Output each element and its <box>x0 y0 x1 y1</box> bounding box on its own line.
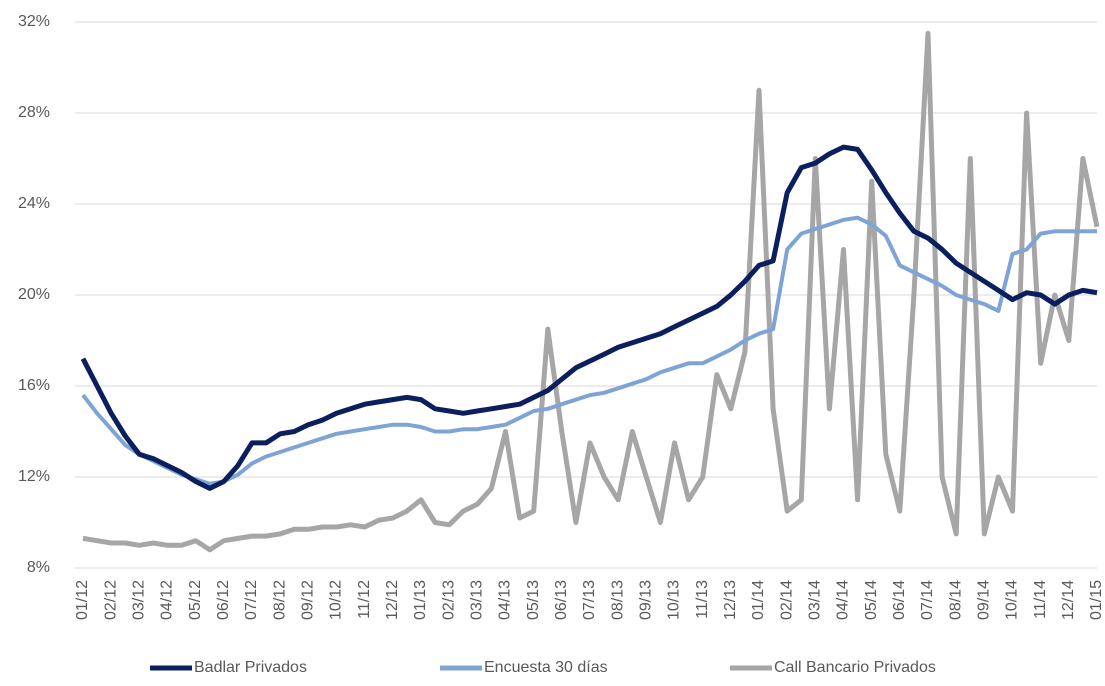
y-tick-label: 32% <box>18 13 50 30</box>
x-tick-label: 03/13 <box>469 580 486 620</box>
x-tick-label: 05/14 <box>863 580 880 620</box>
x-tick-label: 12/12 <box>384 580 401 620</box>
line-series <box>81 215 1097 486</box>
y-tick-label: 20% <box>18 286 50 303</box>
x-tick-label: 06/13 <box>553 580 570 620</box>
x-tick-label: 05/12 <box>187 580 204 620</box>
x-tick-label: 01/12 <box>74 580 91 620</box>
legend-label: Encuesta 30 días <box>484 659 608 676</box>
x-tick-label: 09/14 <box>976 580 993 620</box>
x-tick-label: 05/13 <box>525 580 542 620</box>
x-tick-label: 10/14 <box>1004 580 1021 620</box>
x-tick-label: 11/14 <box>1032 580 1049 619</box>
line-series <box>80 144 1098 491</box>
x-tick-label: 07/12 <box>243 580 260 620</box>
x-tick-label: 03/12 <box>131 580 148 620</box>
x-tick-label: 12/13 <box>722 580 739 620</box>
x-tick-label: 08/12 <box>271 580 288 620</box>
y-tick-label: 16% <box>18 377 50 394</box>
y-tick-label: 24% <box>18 195 50 212</box>
legend-label: Badlar Privados <box>194 659 307 676</box>
legend-label: Call Bancario Privados <box>774 659 936 676</box>
x-tick-label: 11/13 <box>694 580 711 619</box>
x-tick-label: 06/12 <box>215 580 232 620</box>
x-tick-label: 04/13 <box>497 580 514 620</box>
x-tick-label: 04/14 <box>835 580 852 620</box>
x-tick-label: 02/12 <box>102 580 119 620</box>
x-tick-label: 10/13 <box>666 580 683 620</box>
x-tick-label: 10/12 <box>328 580 345 620</box>
x-tick-label: 09/12 <box>300 580 317 620</box>
x-tick-label: 11/12 <box>356 580 373 619</box>
line-series <box>82 30 1100 553</box>
x-tick-label: 02/14 <box>778 580 795 620</box>
x-tick-label: 01/14 <box>750 580 767 620</box>
x-tick-label: 01/13 <box>412 580 429 620</box>
x-tick-label: 02/13 <box>440 580 457 620</box>
x-tick-label: 08/13 <box>609 580 626 620</box>
x-tick-label: 09/13 <box>638 580 655 620</box>
x-tick-label: 01/15 <box>1088 580 1105 620</box>
x-tick-label: 03/14 <box>807 580 824 620</box>
x-tick-label: 06/14 <box>891 580 908 620</box>
y-tick-label: 8% <box>27 559 50 576</box>
x-tick-label: 07/14 <box>919 580 936 620</box>
x-tick-label: 12/14 <box>1060 580 1077 620</box>
y-tick-label: 12% <box>18 468 50 485</box>
y-tick-label: 28% <box>18 104 50 121</box>
x-tick-label: 07/13 <box>581 580 598 620</box>
x-tick-label: 08/14 <box>947 580 964 620</box>
x-tick-label: 04/12 <box>159 580 176 620</box>
